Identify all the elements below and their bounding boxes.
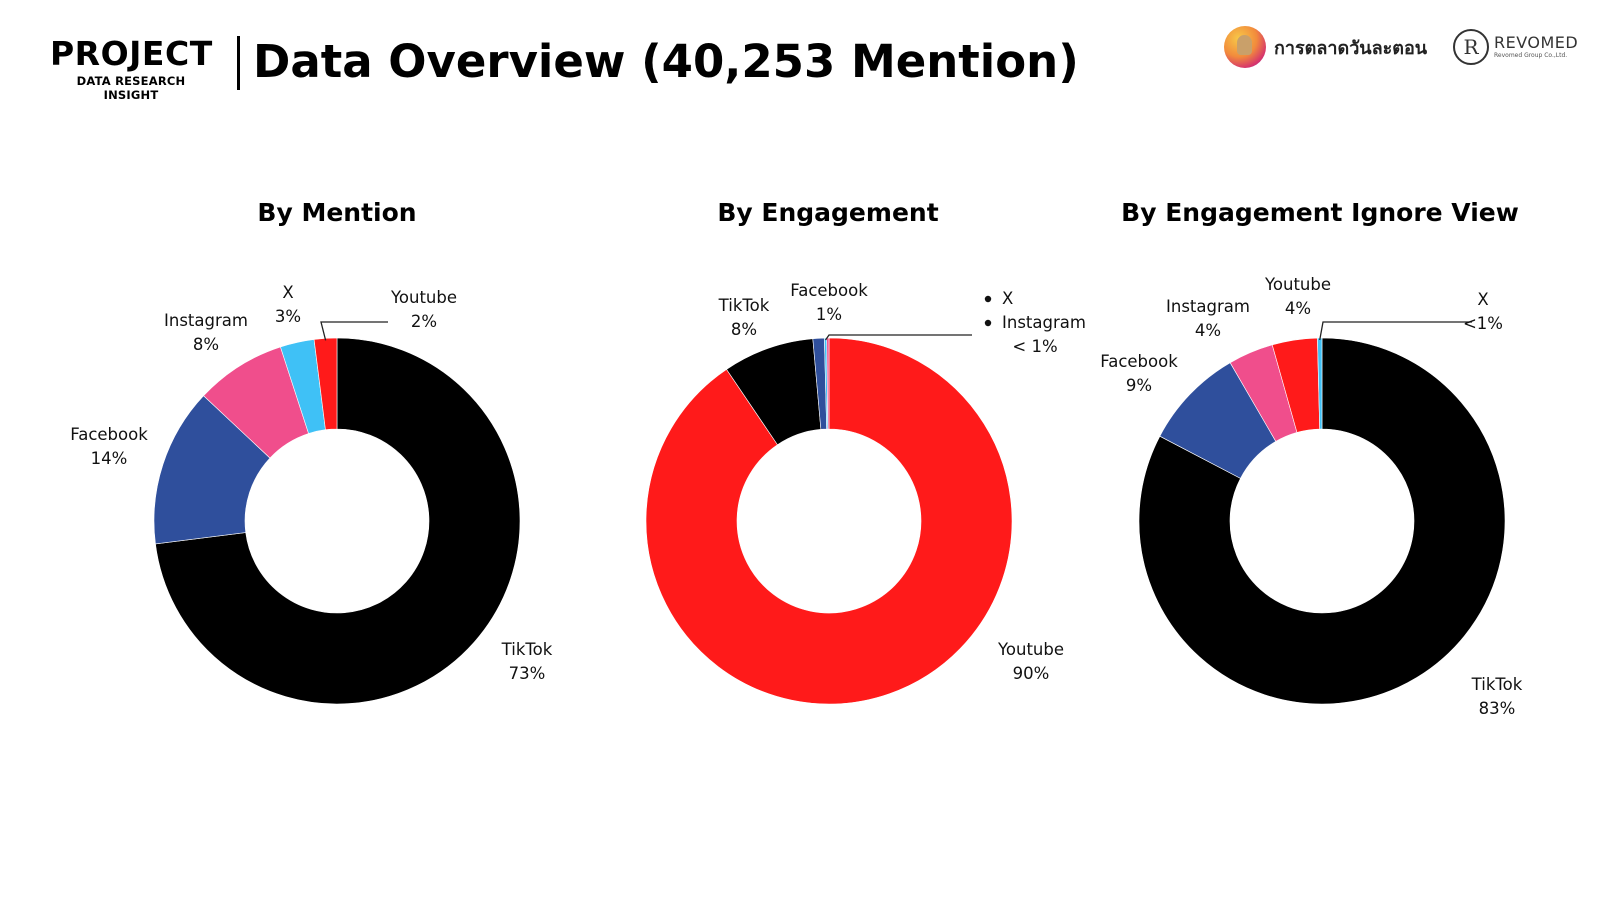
data-label-youtube: Youtube 90%: [997, 640, 1064, 683]
data-label-tiktok: TikTok 8%: [718, 296, 770, 339]
data-label-tiktok: TikTok 73%: [501, 640, 553, 683]
donut-chart-mention: TikTok 73% Facebook 14% Instagram 8% X 3% Youtub…: [70, 283, 553, 705]
combined-label-pct: < 1%: [1012, 337, 1057, 356]
data-label-youtube: Youtube 2%: [390, 288, 457, 331]
leader-line: [320, 321, 388, 341]
slice-youtube: [645, 337, 1013, 705]
project-badge: PROJECT DATA RESEARCH INSIGHT: [50, 34, 212, 102]
combined-data-label: X Instagram < 1%: [984, 289, 1086, 356]
brand-revomed-name: REVOMED: [1494, 33, 1579, 52]
data-label-x: X 3%: [275, 283, 301, 326]
slice-x: [1317, 337, 1323, 430]
slice-youtube: [313, 337, 338, 431]
leader-line: [825, 334, 972, 341]
brand-revomed-tagline: Revomed Group Co.,Ltd.: [1494, 52, 1568, 59]
bullet-icon: [984, 319, 992, 327]
data-label-instagram: Instagram 8%: [164, 311, 248, 354]
brand-revomed: R REVOMED Revomed Group Co.,Ltd.: [1453, 27, 1578, 67]
donut-chart-engagement-ignore-view: TikTok 83% Facebook 9% Instagram 4% Youtube 4% X…: [1100, 275, 1523, 718]
combined-label-instagram: Instagram: [1002, 313, 1086, 332]
chart-title-mention: By Mention: [257, 198, 417, 227]
chart-title-engagement-ignore-view: By Engagement Ignore View: [1121, 198, 1519, 227]
leader-line: [1319, 321, 1472, 341]
data-label-facebook: Facebook 9%: [1100, 352, 1178, 395]
data-label-facebook: Facebook 14%: [70, 425, 148, 468]
chart-title-engagement: By Engagement: [717, 198, 939, 227]
slice-tiktok: [155, 337, 521, 705]
bullet-icon: [984, 295, 992, 303]
data-label-youtube: Youtube 4%: [1264, 275, 1331, 318]
project-label: PROJECT: [50, 34, 213, 73]
donut-chart-engagement: Youtube 90% TikTok 8% Facebook 1% X Instagram < …: [645, 281, 1086, 705]
project-subtitle: DATA RESEARCH INSIGHT: [76, 74, 186, 102]
data-label-instagram: Instagram 4%: [1166, 297, 1250, 340]
brand-marketing-name: การตลาดวันละตอน: [1274, 37, 1428, 59]
data-label-tiktok: TikTok 83%: [1471, 675, 1523, 718]
combined-label-x: X: [1002, 289, 1013, 308]
header-divider: [237, 36, 240, 90]
revomed-r-monogram-icon: R: [1453, 29, 1489, 65]
slice-tiktok: [1138, 337, 1506, 705]
page-title: Data Overview (40,253 Mention): [253, 35, 1079, 88]
data-label-x: X <1%: [1463, 290, 1503, 333]
cartoon-avatar-icon: [1224, 26, 1266, 68]
data-label-facebook: Facebook 1%: [790, 281, 868, 324]
brand-marketing: การตลาดวันละตอน: [1224, 25, 1427, 69]
